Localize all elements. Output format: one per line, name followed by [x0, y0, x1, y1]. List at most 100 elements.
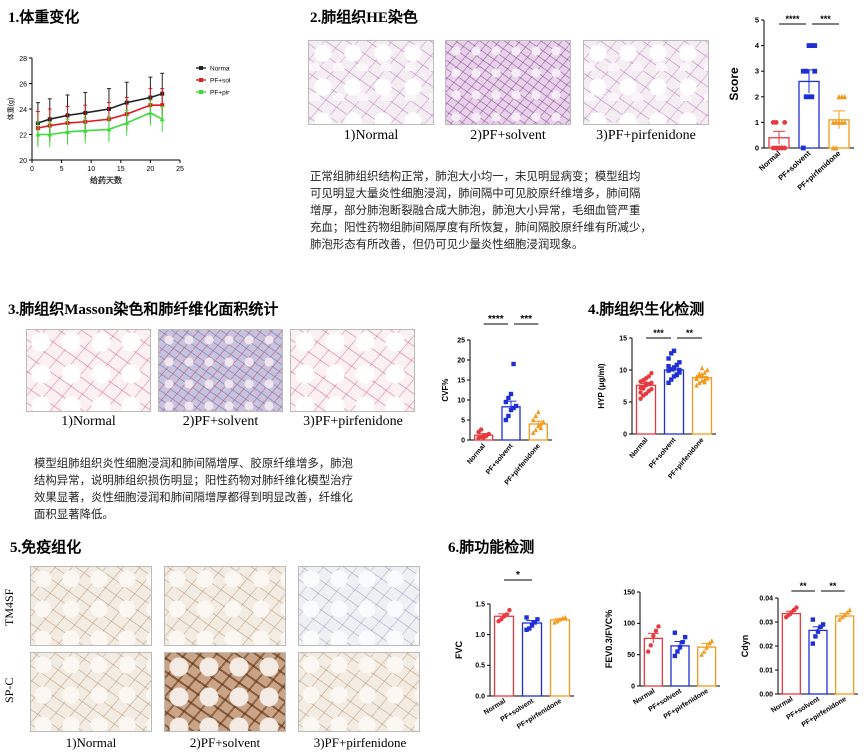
y-tick-label: 0.01	[759, 667, 773, 674]
weight-point	[35, 132, 41, 137]
ihc-row-label-spc: SP-C	[2, 677, 16, 703]
data-point	[682, 634, 688, 640]
data-point	[818, 624, 823, 629]
y-tick-label: 10	[619, 367, 627, 374]
x-tick-label: 5	[60, 166, 64, 173]
significance-label: ****	[785, 14, 800, 24]
weight-point	[82, 128, 88, 133]
data-point	[666, 368, 671, 373]
y-axis-label: FVC	[454, 640, 464, 659]
data-point	[809, 94, 815, 100]
y-tick-label: 10	[457, 397, 465, 404]
he-micrograph-normal	[308, 40, 434, 125]
bar-pf-solvent	[808, 629, 828, 695]
significance-label: **	[829, 581, 837, 591]
data-point	[677, 360, 682, 365]
masson-micrograph-normal	[26, 329, 151, 412]
y-tick-label: 0	[461, 437, 465, 444]
x-tick-label: 15	[117, 166, 125, 173]
data-point	[649, 380, 654, 385]
y-axis-label: Score	[727, 67, 741, 101]
data-point	[697, 380, 702, 385]
weight-point	[47, 132, 53, 137]
data-point	[794, 605, 799, 610]
y-axis-label: 体重(g)	[6, 98, 15, 121]
data-point	[697, 371, 702, 377]
data-point	[694, 376, 699, 382]
data-point	[503, 399, 509, 405]
cdyn-chart: 0.000.010.020.030.04CdynNormalPF+solvent…	[740, 581, 858, 729]
data-point	[820, 622, 826, 627]
masson-description: 模型组肺组织炎性细胞浸润和肺间隔增厚、胶原纤维增多，肺泡 结构异常，说明肺组织损…	[34, 456, 353, 521]
ihc-caption-pf-pirfenidone: 3)PF+pirfenidone	[313, 735, 407, 750]
legend-label: PF+solvent	[210, 78, 230, 85]
y-tick-label: 100	[623, 621, 635, 628]
data-point	[499, 617, 504, 622]
y-axis-label: CVF%	[441, 378, 450, 401]
data-point	[800, 145, 806, 151]
data-point	[672, 630, 678, 635]
weight-point	[159, 116, 165, 122]
section-title-ihc: 5.免疫组化	[10, 540, 82, 556]
y-tick-label: 1.0	[475, 632, 485, 639]
ihc-row-label-tm4sf: TM4SF	[2, 588, 16, 626]
y-tick-label: 28	[19, 56, 27, 63]
data-point	[699, 651, 704, 657]
bar-pf-solvent	[521, 622, 543, 697]
he-micrograph-pf-solvent	[445, 40, 571, 125]
data-point	[527, 626, 532, 631]
data-point	[506, 413, 511, 419]
category-label: PF+solvent	[648, 436, 678, 470]
data-point	[669, 351, 674, 356]
bar-pf-pirfenidone	[697, 646, 717, 687]
y-axis-label: FEV0.3/FVC%	[604, 610, 614, 669]
weight-point	[124, 120, 130, 126]
data-point	[524, 627, 529, 632]
y-tick-label: 1.5	[475, 601, 485, 608]
data-point	[508, 391, 514, 397]
data-point	[529, 623, 535, 628]
data-point	[699, 365, 705, 371]
y-axis-label: HYP (μg/ml)	[597, 363, 606, 409]
data-point	[705, 375, 710, 381]
data-point	[503, 417, 509, 423]
data-point	[563, 614, 568, 620]
data-point	[557, 616, 563, 622]
y-tick-label: 0.5	[475, 663, 485, 670]
data-point	[530, 430, 536, 435]
ihc-tm4sf-pf-solvent	[164, 566, 286, 646]
he-caption-pf-pirfenidone: 3)PF+pirfenidone	[596, 128, 696, 143]
x-axis-label: 给药天数	[90, 175, 123, 185]
y-tick-label: 0.03	[759, 619, 773, 626]
data-point	[800, 68, 806, 74]
data-point	[833, 145, 839, 151]
data-point	[847, 607, 853, 613]
data-point	[511, 405, 516, 411]
data-point	[638, 390, 643, 395]
data-point	[704, 644, 709, 650]
ihc-caption-normal: 1)Normal	[65, 735, 117, 750]
y-tick-label: 0	[631, 683, 635, 690]
y-tick-label: 150	[623, 589, 635, 596]
data-point	[701, 648, 707, 654]
x-tick-label: 10	[87, 166, 95, 173]
data-point	[507, 607, 512, 613]
y-tick-label: 3	[755, 67, 759, 76]
masson-micrograph-pf-pirfenidone	[290, 329, 415, 412]
legend-swatch-marker	[199, 78, 203, 82]
data-point	[645, 649, 651, 654]
data-point	[530, 417, 536, 423]
y-tick-label: 5	[755, 16, 759, 25]
significance-label: ****	[488, 314, 504, 325]
data-point	[842, 93, 848, 100]
data-point	[649, 371, 654, 376]
y-tick-label: 5	[623, 399, 627, 406]
masson-caption-normal: 1)Normal	[61, 414, 116, 429]
data-point	[839, 614, 845, 620]
y-tick-label: 26	[19, 82, 27, 89]
data-point	[671, 365, 677, 370]
data-point	[524, 615, 529, 620]
ihc-caption-pf-solvent: 2)PF+solvent	[189, 735, 261, 750]
data-point	[809, 43, 815, 48]
data-point	[677, 644, 683, 650]
